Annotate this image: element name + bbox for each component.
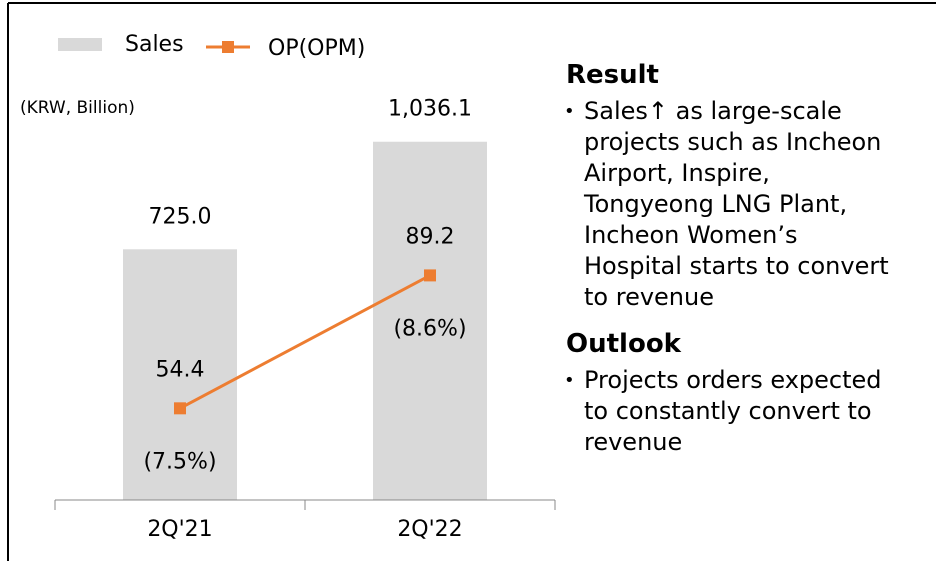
- data-label: 725.0: [149, 204, 212, 229]
- bullet-line: to revenue: [584, 283, 714, 311]
- x-tick-label: 2Q'22: [397, 517, 462, 542]
- data-label: 1,036.1: [388, 97, 472, 122]
- legend-label: OP(OPM): [268, 36, 365, 61]
- margin-label: (7.5%): [143, 449, 216, 474]
- bullet-line: Tongyeong LNG Plant,: [584, 190, 848, 218]
- section-heading: Outlook: [566, 329, 681, 359]
- legend-label: Sales: [125, 32, 184, 57]
- line: [179, 274, 431, 410]
- bullet-line: Projects orders expected: [584, 366, 882, 394]
- bullet-line: revenue: [584, 428, 683, 456]
- bullet-line: Sales↑ as large-scale: [584, 97, 842, 125]
- section-heading: Result: [566, 60, 659, 90]
- margin-label: (8.6%): [393, 316, 466, 341]
- bar: [373, 141, 487, 500]
- bullet-line: Hospital starts to convert: [584, 252, 889, 280]
- bullet-line: Airport, Inspire,: [584, 159, 770, 187]
- line-marker: [174, 402, 186, 415]
- bullet: Projects orders expected to constantly co…: [560, 365, 936, 458]
- bar: [123, 249, 237, 500]
- bullet: Sales↑ as large-scale projects such as In…: [560, 96, 936, 313]
- x-tick-label: 2Q'21: [147, 517, 212, 542]
- data-label: 89.2: [406, 224, 455, 249]
- bullet-line: to constantly convert to: [584, 397, 872, 425]
- text-panel: Result Sales↑ as large-scale projects such…: [560, 60, 936, 474]
- bullet-line: Incheon Women’s: [584, 221, 798, 249]
- data-label: 54.4: [156, 357, 205, 382]
- legend-swatch: [58, 38, 102, 51]
- unit-label: (KRW, Billion): [20, 98, 135, 118]
- line-marker: [424, 269, 436, 282]
- legend-swatch: [222, 41, 234, 53]
- bullet-line: projects such as Incheon: [584, 128, 882, 156]
